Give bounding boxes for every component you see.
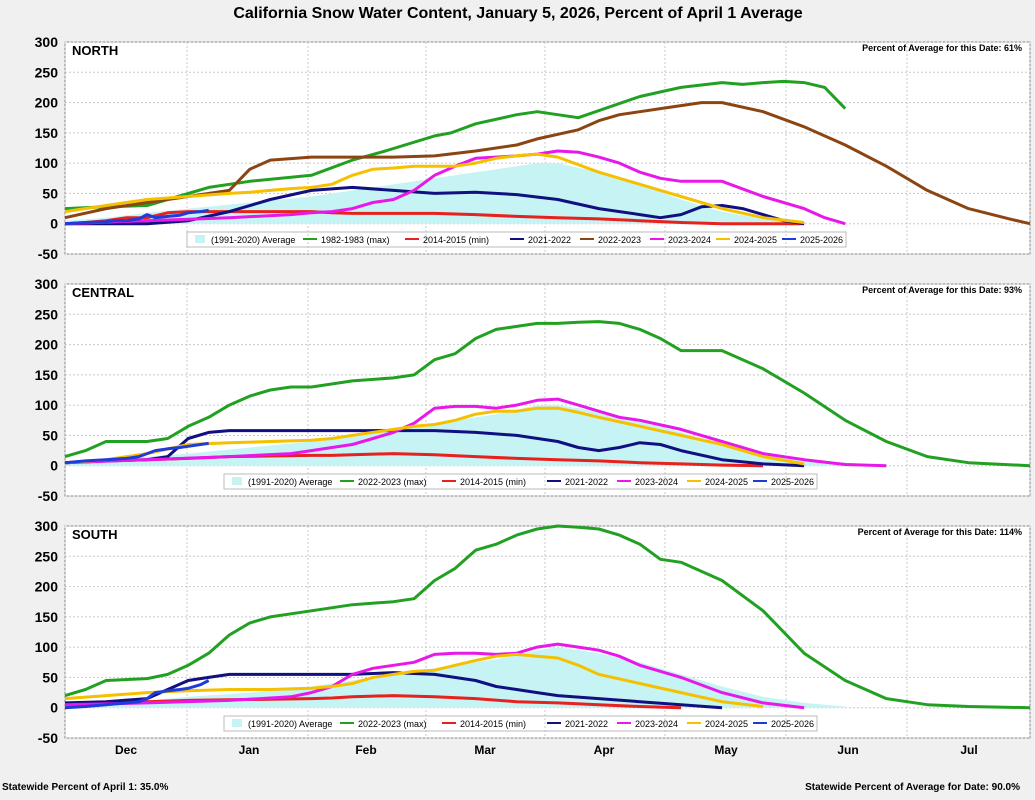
series-line-2021-2022 (65, 185, 805, 226)
panel-south: 300 250 200 150 100 50 0 -50 SOUTH Percent of Ave… (35, 518, 1031, 746)
y-tick-label: -50 (38, 246, 58, 262)
legend-entry: 2014-2015 (min) (460, 477, 526, 487)
y-tick-label: -50 (38, 730, 58, 746)
legend-entry: (1991-2020) Average (248, 477, 332, 487)
legend-frame (223, 715, 818, 732)
x-tick-label: Apr (594, 743, 615, 757)
series-line-2025-2026 (64, 679, 210, 710)
y-tick-label: 50 (42, 669, 58, 685)
series-line-2025-2026 (64, 208, 209, 226)
y-tick-label: 300 (35, 276, 59, 292)
x-tick-label: Jan (239, 743, 260, 757)
y-tick-label: 0 (50, 216, 58, 232)
legend-entry: 2023-2024 (635, 477, 678, 487)
y-tick-label: -50 (38, 488, 58, 504)
percent-of-average-label: Percent of Average for this Date: 114% (858, 527, 1022, 537)
legend-entry: 2021-2022 (565, 477, 608, 487)
panel-central: 300 250 200 150 100 50 0 -50 CENTRAL Percent of A… (35, 276, 1031, 504)
chart-title: California Snow Water Content, January 5… (233, 5, 802, 22)
series-line-2022-2023-max (64, 524, 1031, 710)
legend-entry: 2023-2024 (635, 719, 678, 729)
legend-swatch (232, 719, 242, 727)
legend-entry: 2025-2026 (771, 719, 814, 729)
y-tick-label: 0 (50, 700, 58, 716)
percent-of-average-label: Percent of Average for this Date: 93% (862, 285, 1022, 295)
x-tick-label: May (714, 743, 738, 757)
y-tick-label: 50 (42, 427, 58, 443)
legend-entry: 2024-2025 (705, 719, 748, 729)
y-tick-label: 50 (42, 185, 58, 201)
x-tick-label: Mar (474, 743, 496, 757)
chart-panels: 300 250 200 150 100 50 0 -50 NORTH Percent of Ave… (35, 34, 1031, 757)
series-line-2022-2023 (64, 101, 1031, 226)
series-line-2021-2022 (64, 671, 723, 710)
y-tick-label: 300 (35, 518, 59, 534)
legend-entry: 1982-1983 (max) (321, 235, 390, 245)
series-line-2024-2025 (64, 152, 805, 224)
legend-entry: 2021-2022 (565, 719, 608, 729)
series-line-2024-2025 (64, 652, 764, 708)
series-line-2022-2023-max (64, 320, 1031, 468)
percent-of-average-label: Percent of Average for this Date: 61% (862, 43, 1022, 53)
y-tick-label: 100 (35, 397, 59, 413)
legend-entry: 2014-2015 (min) (423, 235, 489, 245)
series-line-2023-2024 (64, 397, 887, 468)
legend: (1991-2020) Average 2022-2023 (max) 2014-2… (223, 473, 818, 490)
region-label: CENTRAL (72, 285, 134, 300)
series-line-1982-1983-max (64, 79, 847, 211)
y-tick-label: 100 (35, 155, 59, 171)
y-tick-label: 250 (35, 548, 59, 564)
y-tick-label: 300 (35, 34, 59, 50)
legend-entry: 2023-2024 (668, 235, 711, 245)
legend-entry: 2024-2025 (734, 235, 777, 245)
legend: (1991-2020) Average 2022-2023 (max) 2014-2… (223, 715, 818, 732)
series-line-2024-2025 (64, 406, 805, 466)
legend-entry: 2022-2023 (max) (358, 719, 427, 729)
legend: (1991-2020) Average 1982-1983 (max) 2014-2… (186, 231, 847, 248)
legend-entry: (1991-2020) Average (211, 235, 295, 245)
series-line-2021-2022 (64, 429, 805, 468)
y-tick-label: 250 (35, 306, 59, 322)
legend-entry: 2025-2026 (771, 477, 814, 487)
y-tick-label: 150 (35, 367, 59, 383)
statewide-average-label: Statewide Percent of Average for Date: 9… (805, 782, 1020, 793)
x-tick-label: Jun (837, 743, 858, 757)
panel-north: 300 250 200 150 100 50 0 -50 NORTH Percent of Ave… (35, 34, 1031, 262)
legend-entry: 2024-2025 (705, 477, 748, 487)
region-label: SOUTH (72, 527, 118, 542)
y-tick-label: 200 (35, 579, 59, 595)
y-tick-label: 250 (35, 64, 59, 80)
y-tick-label: 150 (35, 125, 59, 141)
y-tick-label: 200 (35, 337, 59, 353)
legend-entry: 2014-2015 (min) (460, 719, 526, 729)
legend-swatch (195, 235, 205, 243)
legend-entry: (1991-2020) Average (248, 719, 332, 729)
legend-entry: 2025-2026 (800, 235, 843, 245)
y-tick-label: 150 (35, 609, 59, 625)
y-tick-label: 200 (35, 95, 59, 111)
y-tick-label: 100 (35, 639, 59, 655)
legend-entry: 2022-2023 (max) (358, 477, 427, 487)
series-line-2023-2024 (64, 642, 805, 710)
legend-swatch (232, 477, 242, 485)
y-tick-label: 0 (50, 458, 58, 474)
series-line-2025-2026 (64, 441, 209, 465)
legend-frame (223, 473, 818, 490)
legend-entry: 2022-2023 (598, 235, 641, 245)
region-label: NORTH (72, 43, 118, 58)
x-tick-label: Dec (115, 743, 137, 757)
x-tick-label: Feb (355, 743, 376, 757)
legend-frame (186, 231, 847, 248)
statewide-april1-label: Statewide Percent of April 1: 35.0% (2, 782, 168, 793)
legend-entry: 2021-2022 (528, 235, 571, 245)
x-tick-label: Jul (960, 743, 977, 757)
